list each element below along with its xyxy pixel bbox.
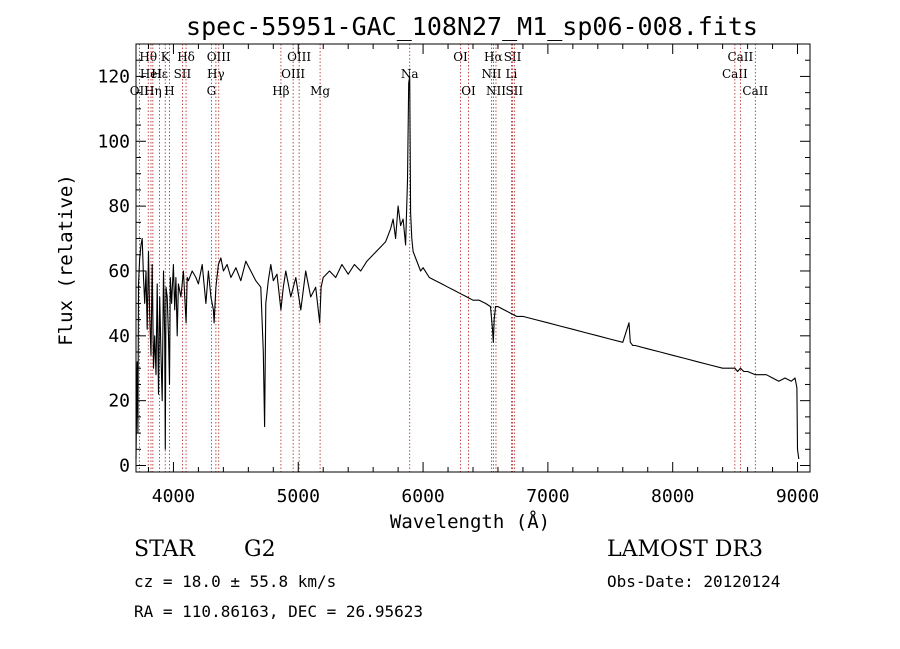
x-tick-label-5000: 5000 xyxy=(277,486,320,507)
line-label-15: Mg xyxy=(310,84,330,98)
line-label-21: NII xyxy=(486,84,506,98)
spectrum-line xyxy=(135,75,800,460)
x-axis-label: Wavelength (Å) xyxy=(390,510,550,533)
line-label-7: SII xyxy=(174,67,192,81)
x-tick-label-9000: 9000 xyxy=(776,486,819,507)
line-label-27: CaII xyxy=(742,84,768,98)
y-tick-label-40: 40 xyxy=(108,326,130,347)
y-axis: 0 20 40 60 80 100 120 xyxy=(97,59,810,477)
plot-frame xyxy=(135,43,811,473)
line-label-25: CaII xyxy=(722,67,748,81)
line-label-23: SII xyxy=(504,50,522,64)
object-class: STAR xyxy=(134,537,195,562)
line-label-2: HeI xyxy=(140,67,163,81)
x-tick-label-4000: 4000 xyxy=(152,486,195,507)
line-label-12: Hβ xyxy=(272,84,289,98)
y-tick-label-100: 100 xyxy=(97,131,130,152)
line-label-5: K xyxy=(161,50,171,64)
line-label-14: OIII xyxy=(287,50,311,64)
line-label-24: SII xyxy=(505,84,523,98)
line-label-10: OIII xyxy=(207,50,231,64)
line-label-26: CaII xyxy=(727,50,753,64)
y-tick-label-20: 20 xyxy=(108,391,130,412)
x-tick-label-7000: 7000 xyxy=(526,486,569,507)
redshift-cz: cz = 18.0 ± 55.8 km/s xyxy=(134,572,337,591)
x-axis: 4000 5000 6000 7000 8000 9000 xyxy=(147,44,819,507)
survey-name: LAMOST DR3 xyxy=(607,537,763,562)
line-label-9: G xyxy=(207,84,217,98)
y-axis-label: Flux (relative) xyxy=(55,174,77,346)
line-label-1: Hθ xyxy=(139,50,157,64)
coordinates: RA = 110.86163, DEC = 26.95623 xyxy=(134,602,423,621)
line-markers: OIIHθHeIHηHεKHSIIHδGOIIIHγHβOIIIOIIIMgNa… xyxy=(130,44,768,472)
line-label-18: OI xyxy=(461,84,476,98)
y-tick-label-60: 60 xyxy=(108,261,130,282)
x-tick-label-6000: 6000 xyxy=(401,486,444,507)
line-label-11: Hγ xyxy=(207,67,225,81)
line-label-19: NII xyxy=(481,67,501,81)
obs-date: Obs-Date: 20120124 xyxy=(607,572,781,591)
object-subclass: G2 xyxy=(244,537,276,562)
line-label-6: H xyxy=(164,84,174,98)
x-tick-label-8000: 8000 xyxy=(651,486,694,507)
y-tick-label-120: 120 xyxy=(97,66,130,87)
line-label-20: Hα xyxy=(484,50,503,64)
spectrum-series xyxy=(135,75,800,460)
line-label-17: OI xyxy=(453,50,468,64)
line-label-3: Hη xyxy=(144,84,162,98)
line-label-0: OII xyxy=(130,84,150,98)
y-tick-label-0: 0 xyxy=(119,456,130,477)
line-label-22: Li xyxy=(506,67,518,81)
y-tick-label-80: 80 xyxy=(108,196,130,217)
line-label-16: Na xyxy=(401,67,419,81)
chart-title: spec-55951-GAC_108N27_M1_sp06-008.fits xyxy=(186,12,758,41)
line-label-4: Hε xyxy=(151,67,168,81)
line-label-13: OIII xyxy=(281,67,305,81)
line-label-8: Hδ xyxy=(177,50,195,64)
